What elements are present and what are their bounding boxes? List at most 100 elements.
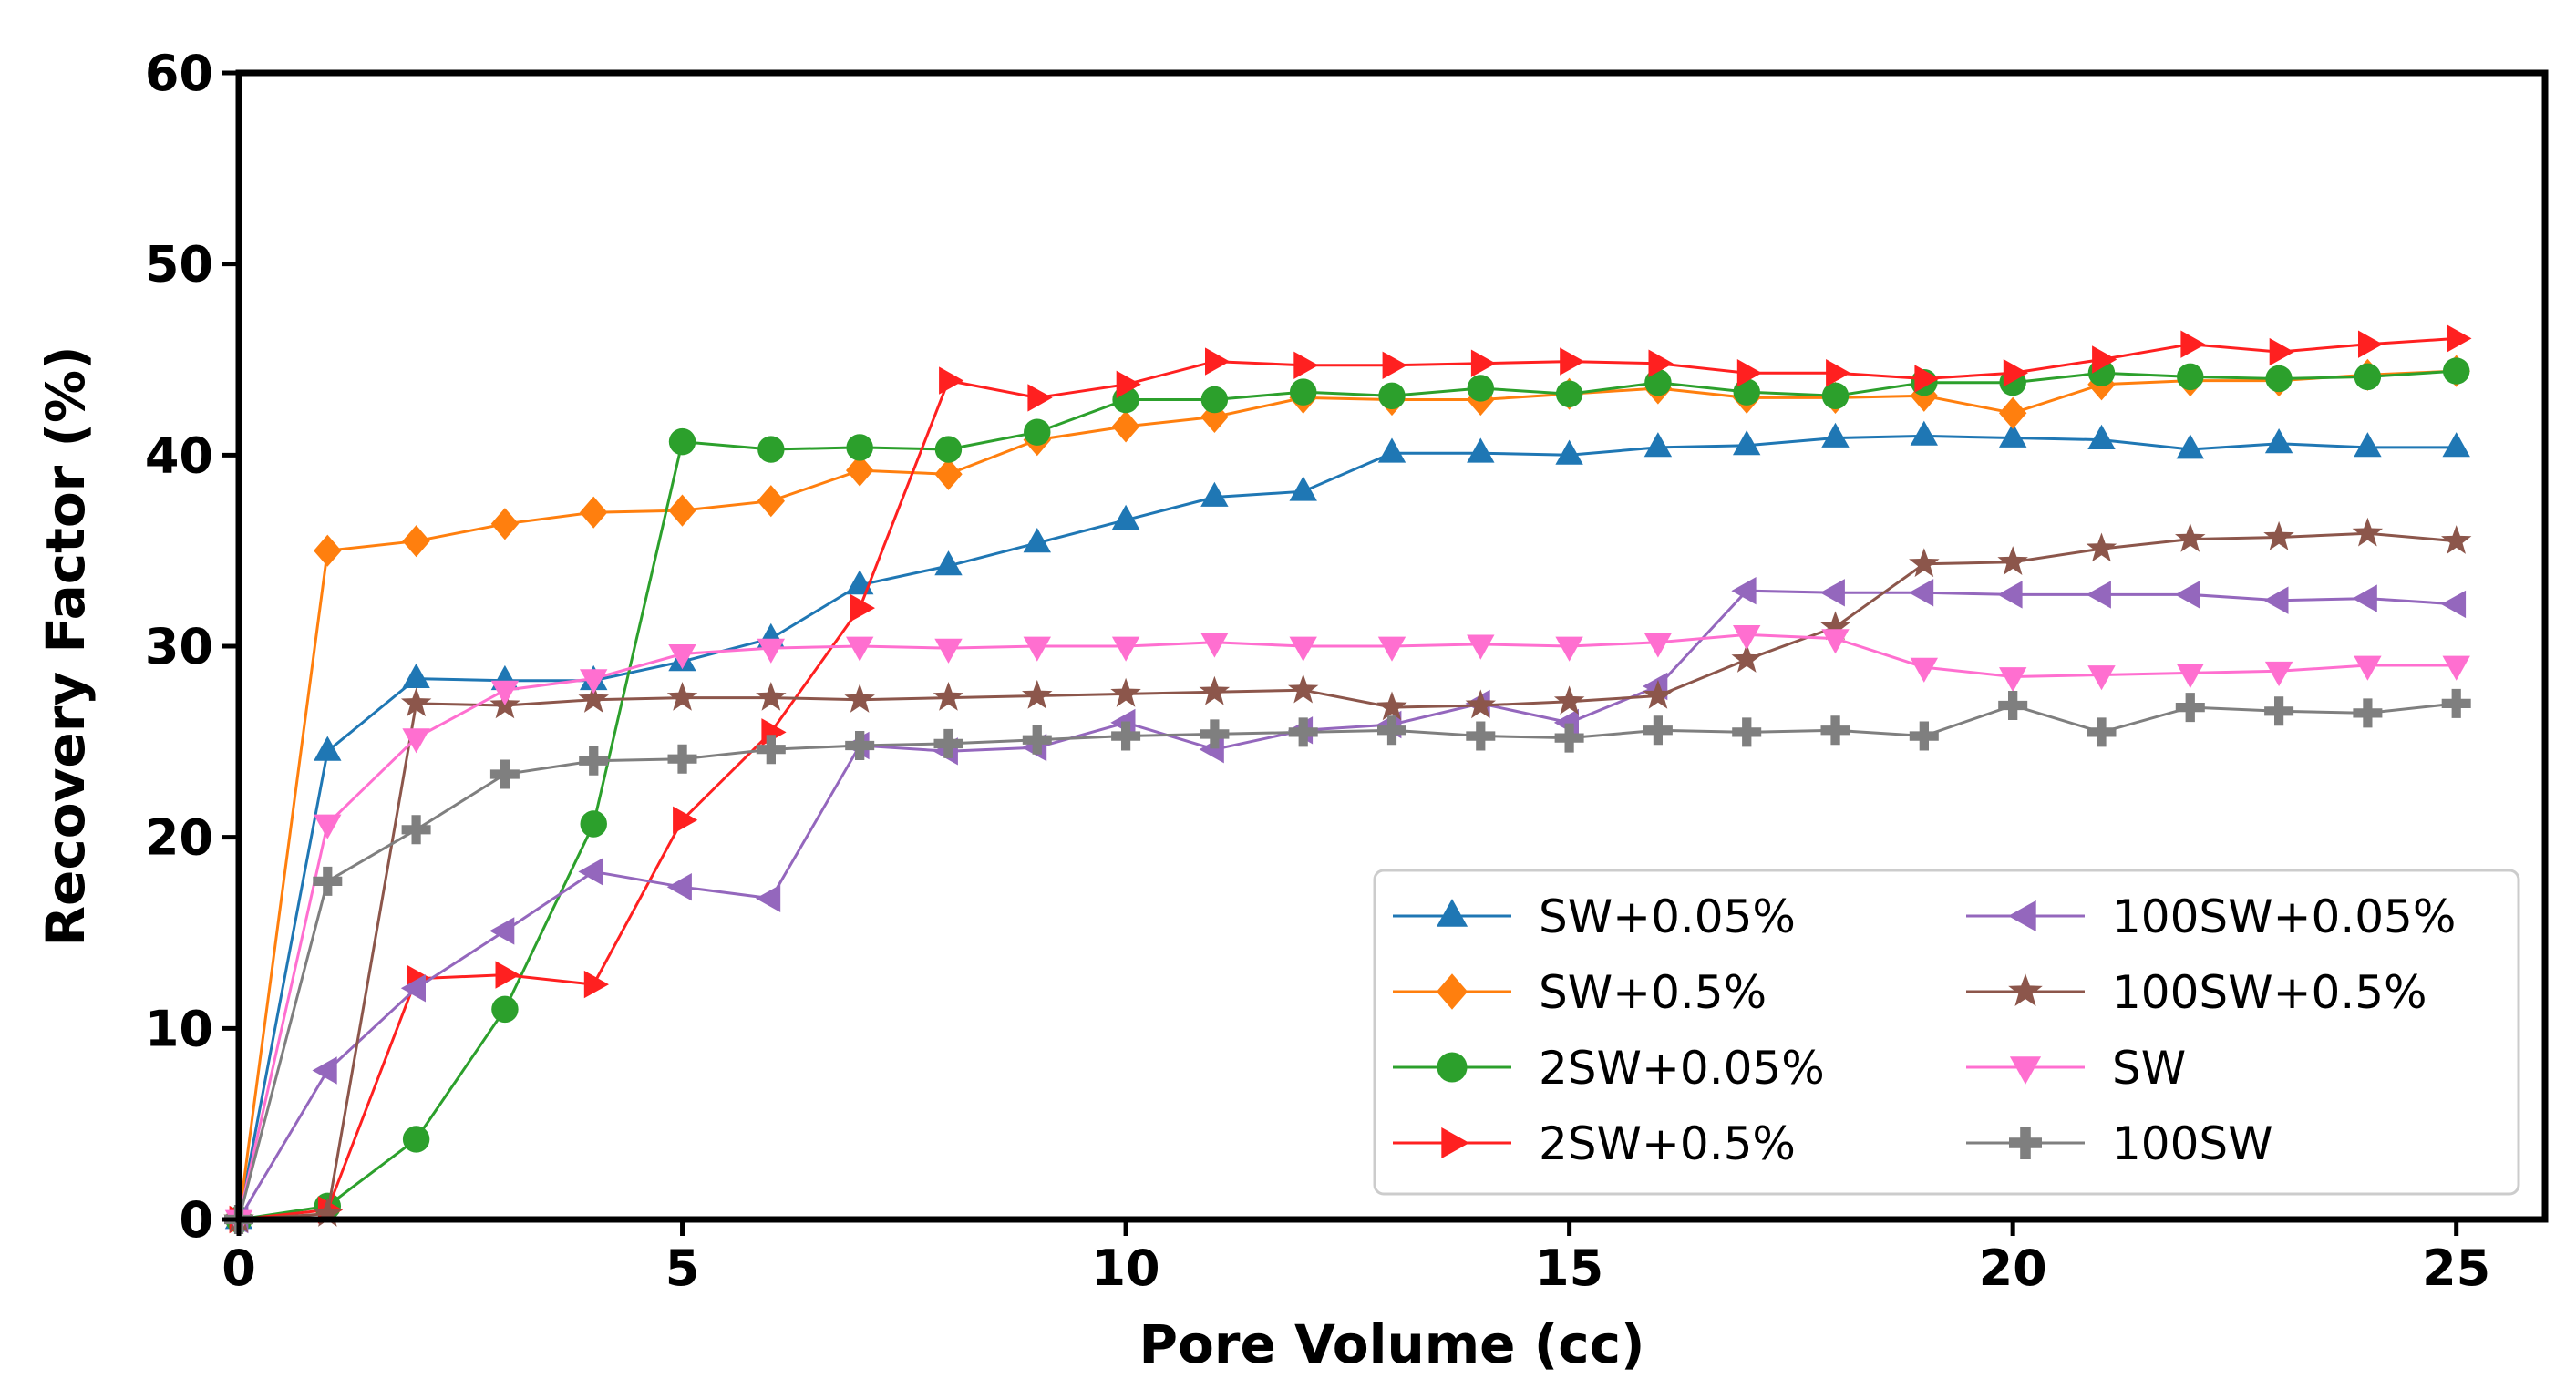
data-point <box>1200 481 1229 507</box>
data-point <box>2353 698 2383 728</box>
data-point <box>844 684 875 713</box>
legend-label: 100SW+0.05% <box>2112 890 2456 943</box>
data-point <box>2264 696 2294 726</box>
series-line <box>238 336 2457 1221</box>
data-point <box>1554 723 1584 753</box>
data-point <box>2354 363 2382 391</box>
data-point <box>2176 664 2204 689</box>
data-point <box>491 995 519 1024</box>
data-point <box>1200 633 1229 658</box>
data-point <box>757 638 785 664</box>
data-point <box>1466 721 1496 751</box>
axis-ticks: 0 5 10 15 20 25 0 10 20 30 40 50 60 <box>145 45 2490 1297</box>
data-point <box>2265 365 2293 393</box>
legend-box <box>1373 869 2520 1196</box>
data-point <box>2177 363 2204 391</box>
data-point <box>1819 579 1845 607</box>
data-point <box>400 687 432 717</box>
data-point <box>1733 625 1761 651</box>
data-point <box>1467 437 1495 463</box>
data-point <box>1027 384 1053 412</box>
series-100SW+0.5% <box>223 517 2472 1233</box>
data-point <box>1909 579 1934 607</box>
data-point <box>1643 633 1673 658</box>
data-point <box>1377 636 1406 662</box>
legend-label: SW+0.5% <box>1539 966 1767 1019</box>
data-point <box>666 682 698 711</box>
data-point <box>668 427 696 456</box>
data-point <box>1022 725 1052 755</box>
data-point <box>401 815 431 845</box>
data-point <box>1910 657 1938 683</box>
data-point <box>1909 548 1940 578</box>
data-point <box>580 669 608 694</box>
data-point <box>2180 330 2206 358</box>
data-point <box>495 961 520 989</box>
legend-marker <box>2009 1127 2042 1159</box>
data-point <box>1821 382 1850 410</box>
data-point <box>846 636 874 662</box>
data-point <box>1560 347 1585 376</box>
data-point <box>1553 685 1585 715</box>
data-point <box>1377 437 1406 463</box>
data-point <box>2447 324 2472 353</box>
legend-label: SW+0.05% <box>1539 890 1796 943</box>
data-point <box>2175 693 2205 723</box>
data-point <box>1998 691 2028 720</box>
data-point <box>667 744 697 774</box>
data-point <box>1465 689 1496 719</box>
legend-entry: 100SW <box>1966 1117 2273 1170</box>
data-point <box>1205 347 1231 376</box>
data-point <box>850 593 875 622</box>
data-point <box>1111 721 1141 751</box>
data-point <box>1643 715 1673 746</box>
data-point <box>1110 677 1141 707</box>
data-point <box>2087 424 2116 449</box>
y-tick-label: 50 <box>145 236 213 293</box>
legend: SW+0.05% SW+0.5% 2SW+0.05% 2SW+0.5% 100SW+0.… <box>1373 869 2520 1196</box>
data-point <box>578 684 609 713</box>
data-point <box>2442 655 2470 681</box>
data-point <box>2352 584 2377 612</box>
data-point <box>2003 359 2028 387</box>
data-point <box>2086 581 2111 609</box>
legend-marker <box>2008 973 2043 1006</box>
legend-entry: SW+0.05% <box>1393 890 1796 943</box>
series-line <box>237 702 2457 1220</box>
legend-label: 2SW+0.5% <box>1539 1117 1796 1170</box>
x-tick-label: 25 <box>2422 1240 2490 1297</box>
legend-marker <box>1437 1052 1468 1083</box>
data-point <box>934 638 963 664</box>
x-tick-label: 10 <box>1091 1240 1159 1297</box>
legend-marker <box>1436 973 1468 1010</box>
data-point <box>1111 410 1140 443</box>
data-point <box>402 1126 430 1153</box>
data-point <box>2352 517 2384 547</box>
data-point <box>1377 715 1406 746</box>
data-point <box>2175 523 2206 552</box>
data-point <box>1023 636 1051 662</box>
data-point <box>673 806 698 834</box>
data-point <box>1116 370 1141 398</box>
y-tick-label: 30 <box>145 618 213 675</box>
series-line <box>238 531 2457 1221</box>
data-point <box>1288 674 1319 704</box>
data-point <box>1024 418 1051 446</box>
data-point <box>314 736 342 761</box>
data-point <box>1555 636 1583 662</box>
data-point <box>1111 636 1140 662</box>
data-point <box>1909 721 1939 751</box>
data-point <box>934 550 963 576</box>
data-point <box>1293 351 1319 379</box>
data-point <box>2092 345 2117 374</box>
legend-label: 2SW+0.05% <box>1539 1042 1825 1095</box>
legend-label: 100SW <box>2112 1117 2273 1170</box>
data-point <box>1200 719 1230 749</box>
data-point <box>1733 378 1760 406</box>
y-tick-label: 0 <box>179 1191 213 1249</box>
data-point <box>2263 586 2289 614</box>
data-point <box>1999 396 2027 429</box>
data-point <box>402 728 430 754</box>
data-point <box>579 746 609 776</box>
data-point <box>580 496 608 529</box>
